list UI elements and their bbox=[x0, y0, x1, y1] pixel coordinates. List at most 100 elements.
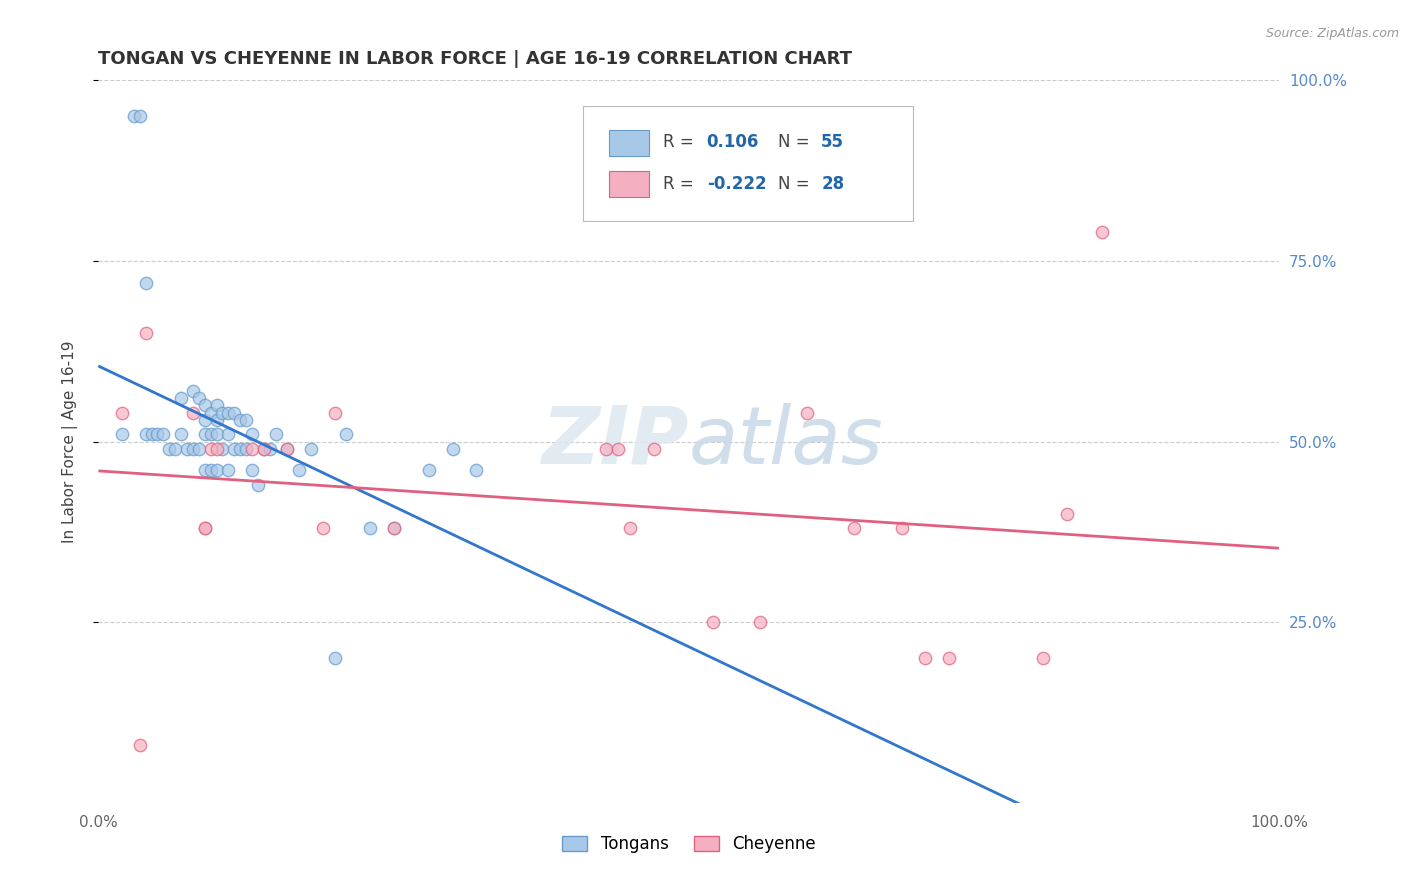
Text: N =: N = bbox=[778, 175, 814, 193]
Point bbox=[240, 427, 263, 442]
Point bbox=[181, 384, 204, 398]
Point bbox=[441, 442, 464, 456]
Point bbox=[205, 398, 228, 412]
Point bbox=[235, 413, 257, 427]
Point bbox=[382, 521, 405, 535]
Point bbox=[276, 442, 298, 456]
Point bbox=[595, 442, 617, 456]
Point bbox=[135, 276, 157, 290]
Point bbox=[181, 442, 204, 456]
Point bbox=[276, 442, 298, 456]
Point bbox=[418, 463, 440, 477]
Point bbox=[111, 427, 134, 442]
Point bbox=[200, 406, 222, 420]
Point bbox=[796, 406, 818, 420]
Point bbox=[643, 442, 665, 456]
Point bbox=[135, 427, 157, 442]
Point bbox=[111, 406, 134, 420]
Point bbox=[194, 521, 217, 535]
Point bbox=[914, 651, 936, 665]
Point bbox=[128, 738, 150, 752]
Point bbox=[224, 406, 246, 420]
Point bbox=[217, 406, 239, 420]
Point bbox=[382, 521, 405, 535]
Point bbox=[288, 463, 311, 477]
Point bbox=[323, 406, 346, 420]
Point bbox=[224, 442, 246, 456]
Point bbox=[141, 427, 163, 442]
Point bbox=[194, 413, 217, 427]
Bar bbox=[609, 130, 648, 156]
Text: TONGAN VS CHEYENNE IN LABOR FORCE | AGE 16-19 CORRELATION CHART: TONGAN VS CHEYENNE IN LABOR FORCE | AGE … bbox=[98, 50, 852, 68]
Point bbox=[170, 427, 193, 442]
Point bbox=[194, 398, 217, 412]
Point bbox=[312, 521, 335, 535]
Text: Source: ZipAtlas.com: Source: ZipAtlas.com bbox=[1265, 27, 1399, 40]
Point bbox=[844, 521, 866, 535]
Bar bbox=[609, 171, 648, 197]
Point bbox=[211, 442, 233, 456]
Point bbox=[229, 413, 252, 427]
Point bbox=[323, 651, 346, 665]
Text: -0.222: -0.222 bbox=[707, 175, 766, 193]
Point bbox=[246, 478, 269, 492]
Point bbox=[205, 413, 228, 427]
Point bbox=[1032, 651, 1054, 665]
Point bbox=[211, 406, 233, 420]
Point bbox=[165, 442, 187, 456]
Point bbox=[194, 463, 217, 477]
Point bbox=[259, 442, 281, 456]
Text: 28: 28 bbox=[821, 175, 845, 193]
Point bbox=[1091, 225, 1114, 239]
Point bbox=[264, 427, 287, 442]
Point bbox=[200, 427, 222, 442]
Point bbox=[205, 442, 228, 456]
Point bbox=[240, 442, 263, 456]
Text: 55: 55 bbox=[821, 134, 844, 152]
Point bbox=[194, 521, 217, 535]
Point bbox=[359, 521, 381, 535]
Point bbox=[176, 442, 198, 456]
Point bbox=[240, 463, 263, 477]
Point bbox=[170, 391, 193, 405]
Point bbox=[465, 463, 488, 477]
Point bbox=[235, 442, 257, 456]
Point bbox=[181, 406, 204, 420]
Point bbox=[187, 391, 209, 405]
Point bbox=[299, 442, 322, 456]
Point bbox=[152, 427, 174, 442]
Point bbox=[748, 615, 770, 630]
Point bbox=[122, 110, 145, 124]
Text: atlas: atlas bbox=[689, 402, 884, 481]
Point bbox=[128, 110, 150, 124]
FancyBboxPatch shape bbox=[582, 105, 914, 221]
Point bbox=[205, 427, 228, 442]
Point bbox=[1056, 507, 1078, 521]
Text: 0.106: 0.106 bbox=[707, 134, 759, 152]
Text: R =: R = bbox=[664, 175, 699, 193]
Point bbox=[229, 442, 252, 456]
Point bbox=[146, 427, 169, 442]
Point bbox=[253, 442, 276, 456]
Point bbox=[253, 442, 276, 456]
Point bbox=[217, 463, 239, 477]
Point bbox=[702, 615, 724, 630]
Point bbox=[187, 442, 209, 456]
Point bbox=[607, 442, 630, 456]
Point bbox=[890, 521, 912, 535]
Legend: Tongans, Cheyenne: Tongans, Cheyenne bbox=[555, 828, 823, 860]
Point bbox=[217, 427, 239, 442]
Point bbox=[938, 651, 960, 665]
Point bbox=[200, 463, 222, 477]
Point bbox=[194, 427, 217, 442]
Text: R =: R = bbox=[664, 134, 699, 152]
Point bbox=[200, 442, 222, 456]
Point bbox=[135, 326, 157, 340]
Text: N =: N = bbox=[778, 134, 814, 152]
Point bbox=[335, 427, 357, 442]
Point bbox=[205, 463, 228, 477]
Y-axis label: In Labor Force | Age 16-19: In Labor Force | Age 16-19 bbox=[62, 340, 77, 543]
Point bbox=[619, 521, 641, 535]
Text: ZIP: ZIP bbox=[541, 402, 689, 481]
Point bbox=[157, 442, 180, 456]
